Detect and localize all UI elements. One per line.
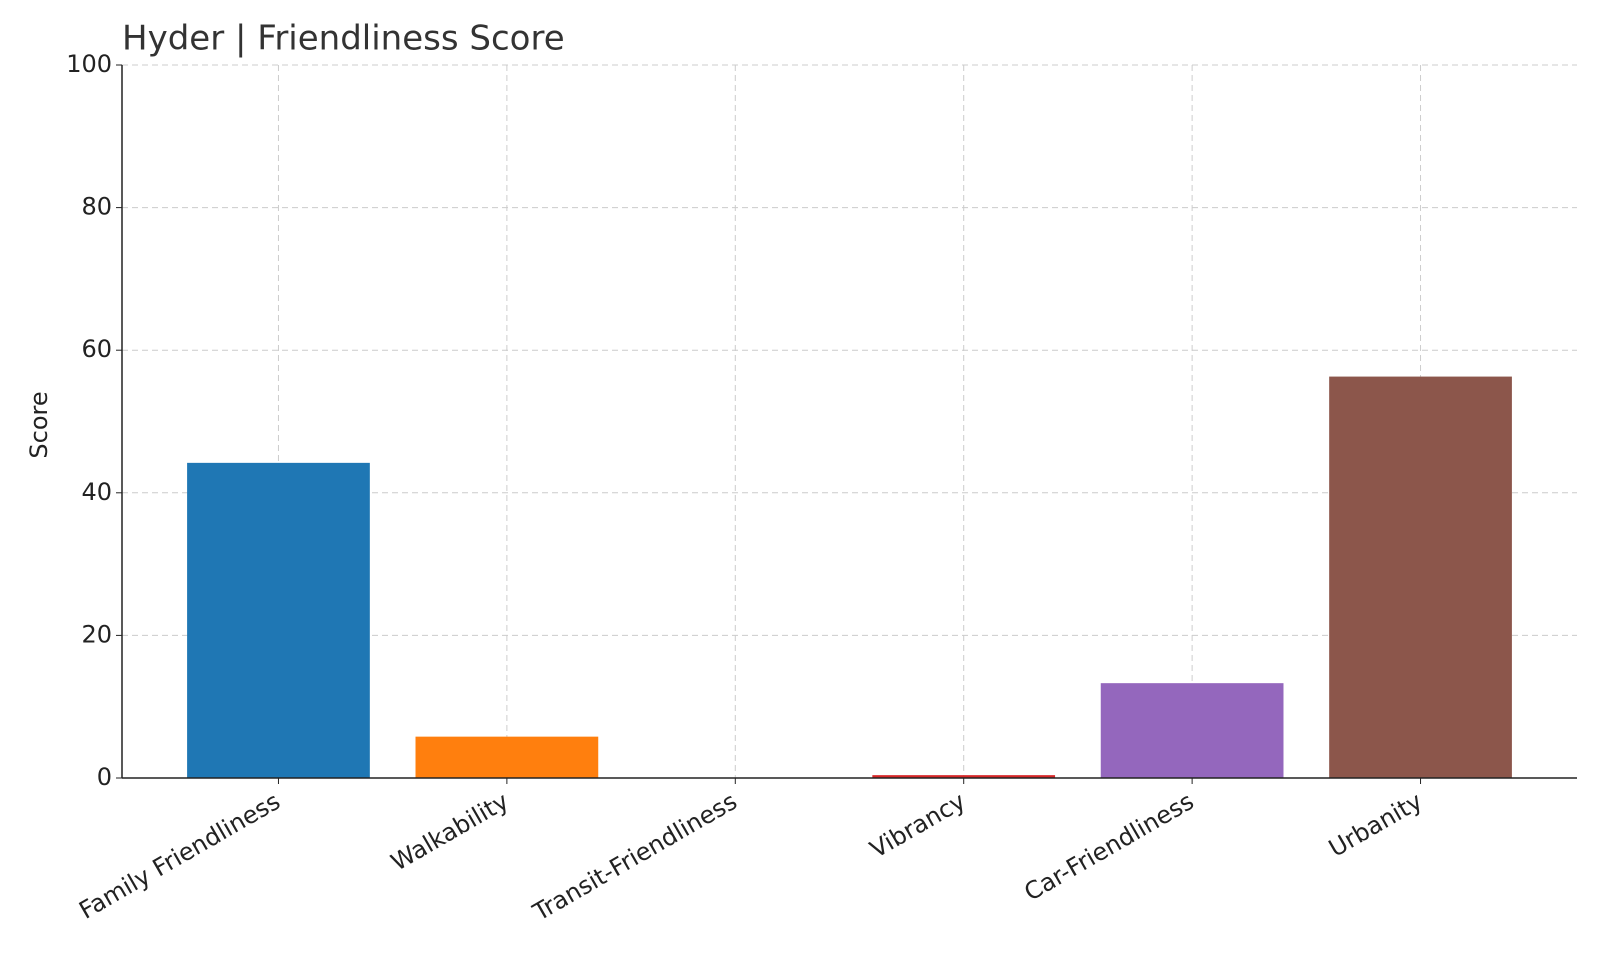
- y-tick-label: 20: [81, 620, 112, 648]
- bar: [415, 736, 599, 778]
- y-tick-label: 40: [81, 478, 112, 506]
- bar: [1329, 376, 1512, 778]
- bar: [1100, 683, 1284, 778]
- y-tick-label: 60: [81, 335, 112, 363]
- x-tick-label: Vibrancy: [865, 787, 970, 864]
- y-tick-label: 80: [81, 193, 112, 221]
- x-tick-label: Urbanity: [1324, 787, 1427, 863]
- bar: [872, 775, 1056, 778]
- x-tick-label: Walkability: [386, 787, 513, 877]
- chart-title: Hyder | Friendliness Score: [122, 19, 565, 59]
- x-tick-label: Transit-Friendliness: [527, 787, 741, 927]
- x-tick-label: Car-Friendliness: [1020, 787, 1199, 907]
- y-axis-label: Score: [25, 391, 53, 458]
- bar: [187, 462, 370, 778]
- x-tick-label: Family Friendliness: [74, 787, 285, 925]
- y-tick-label: 0: [97, 763, 112, 791]
- y-tick-label: 100: [66, 50, 112, 78]
